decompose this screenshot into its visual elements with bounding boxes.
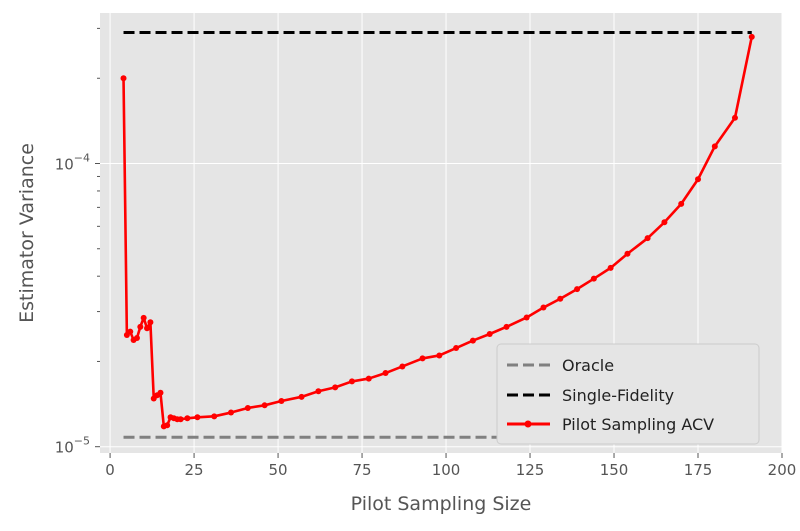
y-tick-label: 10−4 [55, 152, 90, 174]
legend-box [496, 343, 760, 445]
data-point [486, 331, 493, 338]
x-tick-label: 175 [684, 461, 713, 479]
y-axis-label: Estimator Variance [16, 143, 38, 323]
data-point [120, 75, 127, 82]
x-tick-label: 0 [105, 461, 115, 479]
data-point [244, 404, 251, 411]
legend-label-pilot-acv: Pilot Sampling ACV [562, 415, 714, 434]
data-point [278, 397, 285, 404]
data-point [140, 314, 147, 321]
x-tick-label: 25 [185, 461, 204, 479]
legend: Oracle Single-Fidelity Pilot Sampling AC… [496, 343, 760, 445]
data-point [419, 355, 426, 362]
data-point [590, 275, 597, 282]
data-point [540, 304, 547, 311]
grid-lines [100, 13, 783, 453]
axis-ticks: 0 25 50 75 100 125 150 175 200 10−5 10−4 [55, 27, 797, 479]
x-tick-label: 200 [768, 461, 797, 479]
data-point [523, 314, 530, 321]
x-tick-label: 50 [269, 461, 288, 479]
data-point [147, 319, 154, 326]
data-point [382, 370, 389, 377]
data-point [436, 352, 443, 359]
legend-label-oracle: Oracle [562, 356, 614, 375]
x-tick-label: 150 [600, 461, 629, 479]
data-point [731, 114, 738, 121]
data-point [164, 422, 171, 429]
data-point [127, 328, 134, 335]
data-point [184, 415, 191, 422]
y-tick-label: 10−5 [55, 435, 90, 457]
data-point [453, 345, 460, 352]
data-point [574, 286, 581, 293]
data-point [137, 323, 144, 330]
data-point [228, 409, 235, 416]
data-point [607, 264, 614, 271]
data-point [315, 388, 322, 395]
data-point [133, 335, 140, 342]
data-point [624, 250, 631, 257]
series-line-pilot-sampling-acv [122, 36, 754, 428]
x-axis-label: Pilot Sampling Size [351, 493, 532, 515]
legend-label-single-fidelity: Single-Fidelity [562, 386, 674, 405]
data-point [661, 219, 668, 226]
x-tick-label: 75 [353, 461, 372, 479]
data-point [144, 325, 151, 332]
data-point [557, 295, 564, 302]
legend-marker-pilot-acv [524, 420, 532, 428]
data-point [157, 389, 164, 396]
data-point [644, 235, 651, 242]
data-point [348, 378, 355, 385]
data-point [748, 33, 755, 40]
data-point [211, 413, 218, 420]
data-point [261, 402, 268, 409]
data-point [365, 375, 372, 382]
data-point [399, 363, 406, 370]
data-point [695, 176, 702, 183]
series-layer [120, 31, 755, 439]
x-tick-label: 125 [516, 461, 545, 479]
data-point [711, 143, 718, 150]
data-point [298, 393, 305, 400]
data-point [503, 323, 510, 330]
data-point [469, 337, 476, 344]
data-point [177, 416, 184, 423]
data-point [194, 414, 201, 421]
x-tick-label: 100 [432, 461, 461, 479]
data-point [678, 200, 685, 207]
data-point [332, 384, 339, 391]
